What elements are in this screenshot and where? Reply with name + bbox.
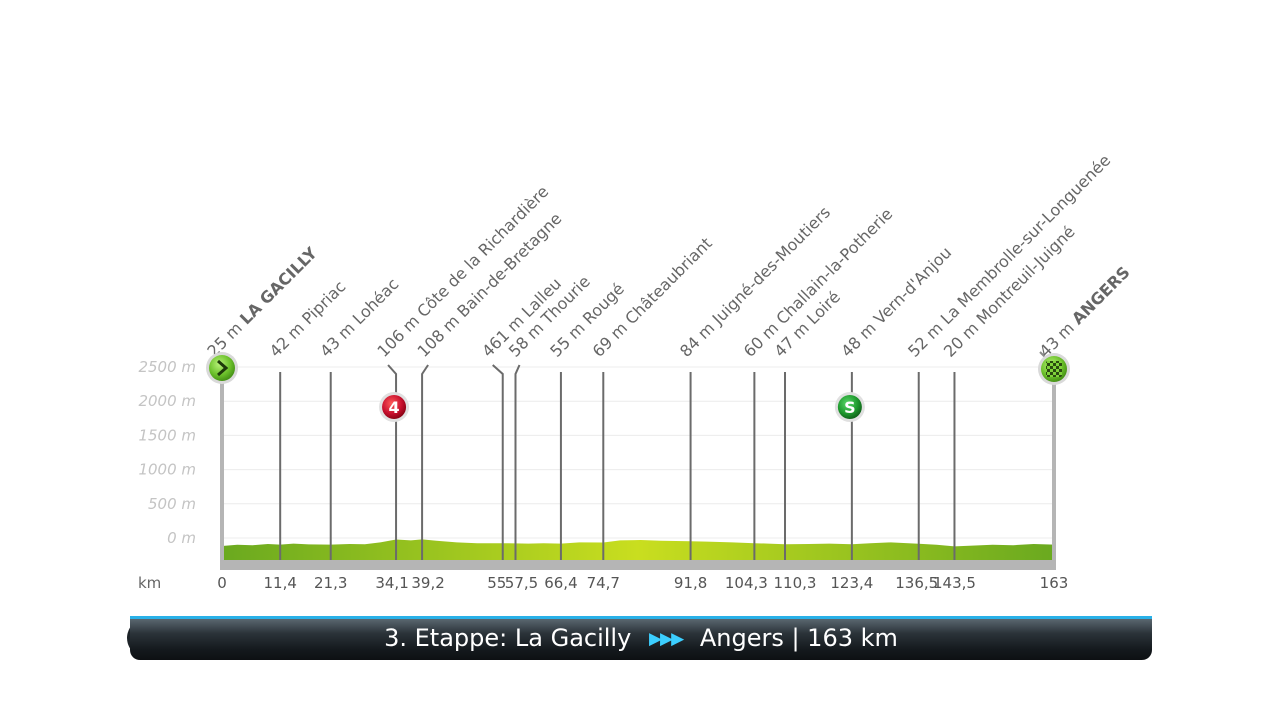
y-axis: 2500 m 2000 m 1500 m 1000 m 500 m 0 m (138, 358, 196, 547)
waypoint-lines (279, 364, 956, 560)
baseline-strip (220, 560, 1056, 570)
x-tick-label: 66,4 (544, 574, 577, 592)
waypoint-name: Lohéac (349, 274, 403, 328)
elevation-area (222, 539, 1054, 560)
start-marker-icon (206, 352, 238, 384)
waypoint-name: ANGERS (1068, 263, 1134, 329)
climb-category-label: 4 (388, 398, 399, 417)
waypoint-line (421, 364, 429, 560)
finish-marker-icon (1038, 351, 1070, 385)
x-tick-label: 0 (217, 574, 227, 592)
stage-title: 3. Etappe: La Gacilly ▶▶▶ Angers | 163 k… (130, 624, 1152, 652)
sprint-label: S (844, 398, 856, 417)
x-tick-label: 104,3 (725, 574, 768, 592)
x-tick-label: 39,2 (411, 574, 444, 592)
sprint-icon: S (834, 392, 865, 422)
x-tick-label: 163 (1040, 574, 1069, 592)
x-tick-label: 123,4 (830, 574, 873, 592)
waypoint-label: 48 m Vern-d'Anjou (837, 243, 955, 361)
start-post (220, 372, 224, 560)
x-tick-label: 34,1 (375, 574, 408, 592)
stage-finish: Angers | 163 km (699, 624, 898, 652)
elevation-profile (220, 372, 1056, 570)
stage-title-bar: 3. Etappe: La Gacilly ▶▶▶ Angers | 163 k… (130, 616, 1152, 660)
finish-post (1052, 372, 1056, 560)
waypoint-name: Châteaubriant (621, 234, 715, 328)
y-tick-label: 1000 m (138, 461, 196, 479)
x-tick-label: 21,3 (314, 574, 347, 592)
climb-category-icon: 4 (379, 392, 410, 422)
x-tick-label: 11,4 (263, 574, 296, 592)
x-tick-label: 136,5 (895, 574, 938, 592)
x-tick-label: 55 (487, 574, 506, 592)
waypoint-line (387, 364, 398, 560)
x-tick-label: 57,5 (505, 574, 538, 592)
x-tick-label: 91,8 (674, 574, 707, 592)
waypoint-label: 25 m LA GACILLY (203, 243, 321, 361)
x-tick-label: 143,5 (933, 574, 976, 592)
stage-number: 3. Etappe: (384, 624, 508, 652)
stage-start: La Gacilly (514, 624, 632, 652)
y-tick-label: 1500 m (138, 426, 196, 444)
x-tick-label: 74,7 (587, 574, 620, 592)
waypoint-label: 43 m ANGERS (1035, 263, 1133, 361)
x-axis-unit: km (138, 574, 161, 592)
y-tick-label: 2000 m (138, 392, 196, 410)
arrows-icon: ▶▶▶ (648, 629, 684, 649)
y-tick-label: 2500 m (138, 358, 196, 376)
y-tick-label: 500 m (148, 495, 196, 513)
waypoint-line (492, 364, 504, 560)
grid-lines (222, 366, 1054, 539)
waypoint-line (514, 364, 521, 560)
x-tick-label: 110,3 (774, 574, 817, 592)
y-tick-label: 0 m (167, 529, 196, 547)
